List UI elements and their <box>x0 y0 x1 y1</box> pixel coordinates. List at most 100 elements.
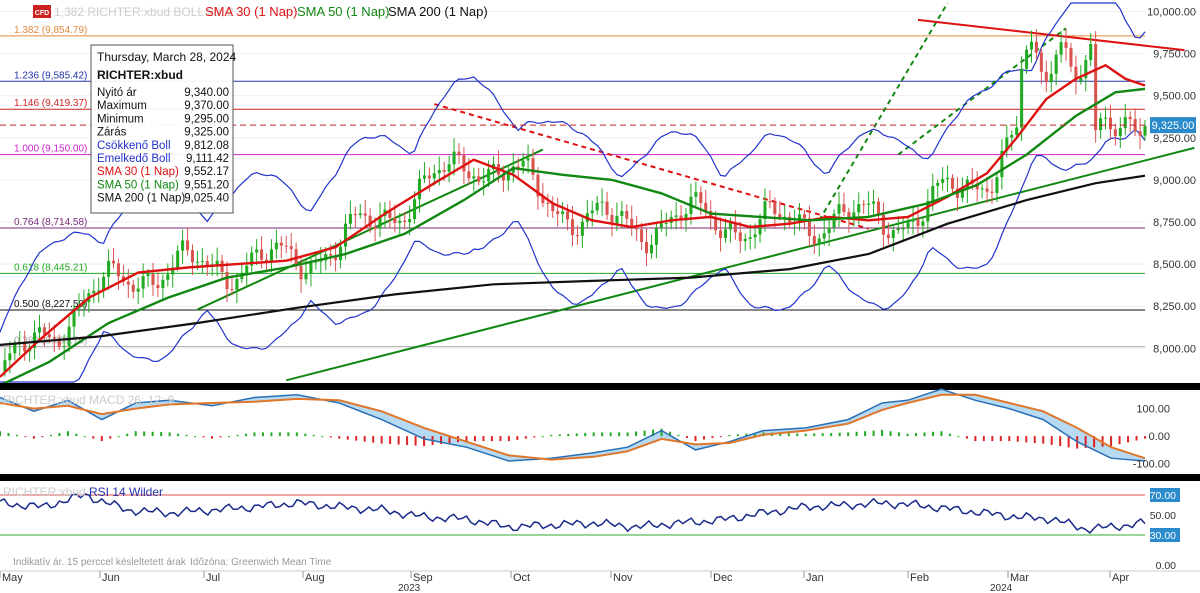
macd-histogram-bar <box>338 436 341 439</box>
macd-header: RICHTER:xbud MACD 26; 12; 9 <box>3 393 175 407</box>
macd-histogram-bar <box>49 434 52 437</box>
candle-body <box>42 327 46 335</box>
candle-body <box>1108 117 1112 130</box>
candle-body <box>72 308 76 327</box>
candle-body <box>314 261 318 263</box>
candle-body <box>674 215 678 217</box>
macd-histogram-bar <box>465 436 468 442</box>
macd-y-tick-label: 100.00 <box>1136 404 1170 416</box>
candle-body <box>1059 42 1063 55</box>
candle-body <box>92 290 96 294</box>
candle-body <box>699 192 703 203</box>
candle-body <box>1089 44 1093 61</box>
macd-histogram-bar <box>881 429 884 437</box>
main-y-axis: 10,000.00 9,750.00 9,500.00 9,250.00 9,000.0… <box>1147 6 1196 355</box>
y-tick-label: 9,000.00 <box>1153 175 1196 187</box>
macd-histogram-bar <box>329 436 332 438</box>
candle-body <box>531 158 535 175</box>
cfd-badge-label: CFD <box>35 10 49 17</box>
macd-signal-line <box>0 393 1146 461</box>
candle-body <box>600 201 604 203</box>
rsi-tag <box>1150 528 1180 542</box>
candle-body <box>960 189 964 198</box>
candle-body <box>704 202 708 211</box>
macd-histogram-bar <box>838 432 841 437</box>
macd-histogram-bar <box>1033 436 1036 443</box>
tooltip-date: Thursday, March 28, 2024 <box>97 50 237 64</box>
candle-body <box>802 214 806 219</box>
candle-body <box>23 343 27 352</box>
candle-body <box>1049 73 1053 83</box>
candle-body <box>1094 44 1098 131</box>
macd-histogram-bar <box>304 433 307 437</box>
candle-body <box>817 238 821 245</box>
candle-body <box>437 169 441 174</box>
trendline-downtrend <box>434 103 869 230</box>
candle-body <box>245 265 249 273</box>
x-year-label: 2023 <box>398 583 421 593</box>
candle-body <box>876 201 881 215</box>
macd-histogram-bar <box>516 436 519 440</box>
last-price-label: 9,325.00 <box>1152 120 1195 132</box>
candle-body <box>990 191 994 193</box>
candle-body <box>763 201 767 220</box>
candle-body <box>141 276 145 289</box>
macd-histogram-bar <box>915 433 917 437</box>
candle-body <box>13 343 17 354</box>
macd-histogram-bar <box>618 432 621 437</box>
macd-histogram-bar <box>957 436 960 438</box>
macd-histogram-bar <box>813 433 816 437</box>
macd-histogram-bar <box>736 434 739 437</box>
macd-histogram-bar <box>889 431 892 437</box>
candle-body <box>250 252 254 266</box>
candle-body <box>1010 134 1014 138</box>
candle-body <box>111 260 116 264</box>
candle-body <box>33 332 37 348</box>
candle-body <box>467 171 471 179</box>
candle-body <box>506 172 510 181</box>
macd-histogram-bar <box>244 433 247 437</box>
macd-histogram-bar <box>1042 436 1045 444</box>
macd-histogram-bar <box>974 436 977 442</box>
moving-averages <box>0 63 1146 387</box>
header-sma200: SMA 200 (1 Nap) <box>388 4 488 19</box>
macd-histogram-bar <box>7 433 10 437</box>
candle-body <box>472 176 476 179</box>
candle-body <box>630 218 634 227</box>
candle-body <box>348 214 352 224</box>
candle-body <box>541 196 545 204</box>
candle-body <box>62 346 66 348</box>
macd-histogram-bar <box>855 431 858 437</box>
macd-histogram-bar <box>414 436 417 446</box>
candle-body <box>556 211 560 215</box>
macd-histogram-bar <box>380 436 383 444</box>
y-tick-label: 8,500.00 <box>1153 259 1196 271</box>
candle-body <box>526 158 530 161</box>
candle-body <box>186 240 190 251</box>
candle-body <box>413 199 417 220</box>
trendline-resistance <box>917 18 1185 52</box>
macd-histogram-bar <box>490 436 493 442</box>
candle-body <box>329 254 333 256</box>
macd-histogram-bar <box>499 436 502 442</box>
macd-histogram-bar <box>448 436 451 444</box>
macd-histogram-bar <box>575 433 578 437</box>
candle-body <box>82 302 86 306</box>
macd-histogram-bar <box>1127 436 1130 443</box>
candle-body <box>610 214 614 224</box>
macd-histogram-bar <box>940 431 943 437</box>
macd-histogram-bar <box>550 434 553 437</box>
macd-histogram-bar <box>151 431 154 437</box>
macd-histogram-bar <box>626 432 629 437</box>
macd-histogram-bar <box>389 436 392 445</box>
macd-histogram-bar <box>558 434 561 437</box>
candle-body <box>1034 41 1038 53</box>
candle-body <box>373 226 377 229</box>
macd-histogram-bar <box>931 431 934 437</box>
candle-body <box>67 326 71 347</box>
macd-histogram-bar <box>83 436 86 438</box>
trendline-rise-channel-lower <box>897 27 1067 156</box>
macd-histogram-bar <box>228 436 230 438</box>
sma-line-2 <box>0 174 1146 346</box>
candle-body <box>102 276 106 291</box>
